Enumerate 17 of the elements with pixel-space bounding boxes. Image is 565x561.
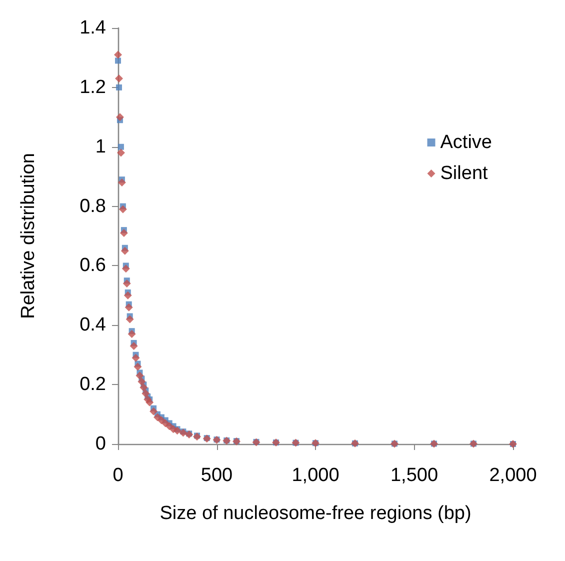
y-tick-label: 0.6	[80, 255, 106, 276]
x-tick-label: 500	[200, 465, 233, 486]
x-tick-label: 1,500	[390, 465, 438, 486]
y-tick-label: 1	[95, 136, 106, 158]
y-tick-label: 0.4	[80, 314, 106, 336]
y-tick-label: 1.2	[80, 76, 106, 98]
y-tick-label: 0.2	[80, 374, 106, 396]
legend-label: Active	[440, 132, 492, 153]
x-tick-label: 2,000	[489, 465, 537, 486]
x-axis-title: Size of nucleosome-free regions (bp)	[160, 503, 472, 524]
legend-label: Silent	[440, 163, 489, 184]
y-tick-label: 1.4	[80, 18, 106, 38]
y-tick-label: 0	[95, 434, 106, 454]
y-axis-title: Relative distribution	[18, 153, 39, 319]
x-tick-label: 1,000	[292, 465, 340, 486]
y-tick-label: 0.8	[80, 196, 106, 217]
x-tick-label: 0	[112, 465, 124, 486]
